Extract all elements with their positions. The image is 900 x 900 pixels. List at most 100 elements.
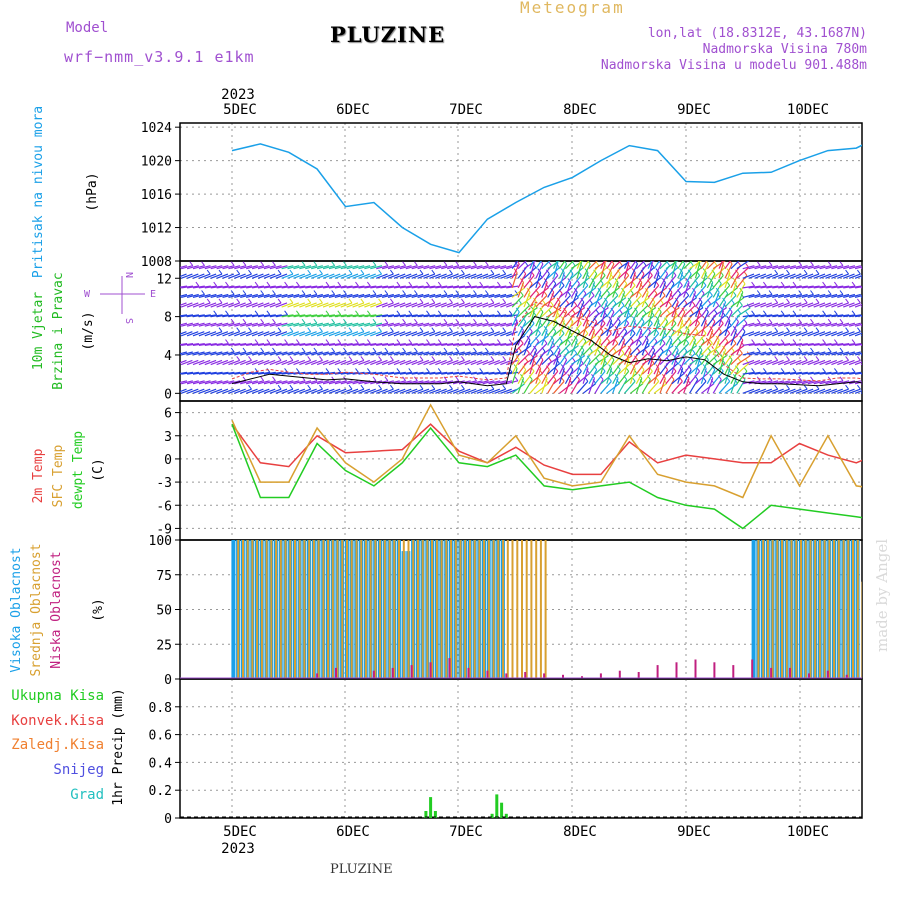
wind-barb-1229 bbox=[547, 275, 559, 289]
wind-barb-812 bbox=[435, 273, 447, 279]
wind-barb-650 bbox=[387, 371, 400, 375]
wind-barb-2213 bbox=[766, 331, 778, 337]
wind-barb-162 bbox=[234, 388, 246, 394]
wind-barb-1586 bbox=[625, 306, 630, 312]
wind-barb-980 bbox=[496, 281, 501, 287]
wind-barb-347 bbox=[287, 265, 300, 270]
wind-barb-846 bbox=[446, 302, 459, 308]
wind-barb-859 bbox=[452, 351, 465, 356]
wind-barb-556 bbox=[358, 371, 371, 375]
wind-barb-871 bbox=[452, 265, 465, 270]
wind-barb-2111 bbox=[736, 339, 744, 356]
wind-barb-295 bbox=[275, 371, 288, 375]
wind-barb-2092 bbox=[739, 301, 743, 306]
wind-barb-2564 bbox=[879, 360, 890, 364]
wind-barb-1339 bbox=[570, 283, 581, 298]
wind-barb-342 bbox=[287, 302, 300, 308]
wind-barb-760 bbox=[431, 384, 436, 390]
wind-speed-line bbox=[231, 316, 862, 387]
wind-barb-2473 bbox=[849, 343, 862, 346]
wind-barb-201 bbox=[246, 380, 258, 385]
wind-barb-1906 bbox=[700, 256, 703, 260]
wind-barb-319 bbox=[281, 331, 294, 337]
cloud-low-bar-12 bbox=[562, 674, 564, 678]
wind-barb-794 bbox=[429, 273, 441, 279]
wind-barb-1891 bbox=[689, 323, 701, 337]
wind-barb-2480 bbox=[849, 293, 861, 299]
wind-barb-1053 bbox=[511, 311, 520, 327]
wind-barb-78 bbox=[204, 371, 217, 375]
wind-barb-95 bbox=[210, 359, 223, 366]
wind-barb-1019 bbox=[500, 265, 513, 270]
wind-barb-513 bbox=[340, 285, 353, 289]
wind-barb-2195 bbox=[760, 322, 773, 327]
wind-barb-558 bbox=[358, 359, 371, 366]
wind-barb-96 bbox=[210, 351, 223, 356]
cloud-mid-bar-85 bbox=[847, 540, 850, 678]
wind-barb-867 bbox=[452, 293, 465, 299]
wind-barb-285 bbox=[269, 314, 282, 318]
wind-barb-36 bbox=[186, 322, 199, 327]
wind-barb-1947 bbox=[700, 320, 707, 336]
wind-barb-127 bbox=[222, 380, 235, 385]
wind-barb-2388 bbox=[819, 285, 832, 289]
wind-barb-2081 bbox=[730, 352, 743, 365]
ytick-label-temperature-4: -6 bbox=[156, 499, 172, 514]
wind-barb-2097 bbox=[730, 273, 740, 289]
wind-barb-587 bbox=[364, 285, 377, 289]
wind-barb-2199 bbox=[760, 293, 773, 299]
cloud-mid-bar-18 bbox=[322, 540, 325, 678]
wind-barb-967 bbox=[488, 371, 501, 375]
wind-barb-478 bbox=[328, 265, 341, 270]
wind-barb-1937 bbox=[700, 368, 707, 384]
cloud-mid-bar-70 bbox=[776, 540, 779, 678]
wind-barb-1421 bbox=[588, 297, 603, 308]
wind-barb-1283 bbox=[559, 287, 573, 298]
wind-barb-656 bbox=[387, 331, 400, 337]
wind-barb-877 bbox=[458, 351, 471, 356]
wind-barb-1151 bbox=[535, 383, 549, 394]
wind-barb-327 bbox=[281, 273, 294, 279]
wind-barb-1429 bbox=[588, 261, 598, 270]
wind-barb-2261 bbox=[783, 388, 796, 394]
ylabel-cloud-high: Visoka Oblacnost bbox=[9, 547, 24, 672]
wind-barb-30 bbox=[186, 380, 199, 385]
wind-barb-2331 bbox=[810, 290, 814, 295]
wind-barb-261 bbox=[272, 347, 276, 353]
wind-barb-976 bbox=[496, 310, 501, 316]
wind-barb-2556 bbox=[873, 286, 885, 288]
wind-barb-280 bbox=[269, 351, 282, 356]
wind-barb-696 bbox=[408, 310, 413, 316]
wind-barb-1265 bbox=[558, 368, 565, 384]
wind-barb-772 bbox=[431, 298, 436, 304]
wind-barb-348 bbox=[293, 388, 306, 394]
cloud-mid-bar-87 bbox=[856, 540, 859, 678]
wind-barb-1735 bbox=[653, 263, 662, 279]
wind-barb-2523 bbox=[875, 385, 878, 389]
wind-barb-1113 bbox=[523, 291, 531, 308]
wind-barb-2405 bbox=[825, 293, 838, 299]
wind-barb-237 bbox=[257, 388, 270, 394]
wind-barb-1267 bbox=[558, 359, 568, 375]
wind-barb-612 bbox=[384, 376, 389, 382]
wind-barb-2593 bbox=[885, 286, 897, 288]
wind-barb-1787 bbox=[665, 283, 675, 298]
wind-barb-1635 bbox=[635, 345, 650, 356]
wind-barb-572 bbox=[364, 388, 376, 394]
wind-barb-2513 bbox=[870, 319, 873, 323]
wind-barb-762 bbox=[423, 371, 436, 375]
wind-barb-672 bbox=[402, 347, 407, 353]
wind-barb-297 bbox=[275, 359, 288, 366]
wind-barb-2335 bbox=[810, 261, 814, 267]
wind-barb-218 bbox=[251, 388, 264, 394]
wind-barb-1025 bbox=[506, 351, 519, 356]
wind-barb-663 bbox=[396, 281, 401, 287]
wind-barb-2062 bbox=[728, 307, 733, 313]
wind-barb-537 bbox=[352, 380, 365, 385]
wind-barb-35 bbox=[186, 331, 199, 337]
wind-barb-824 bbox=[449, 327, 453, 333]
wind-barb-2299 bbox=[803, 384, 808, 390]
wind-barb-622 bbox=[376, 302, 388, 308]
wind-barb-386 bbox=[305, 388, 317, 394]
